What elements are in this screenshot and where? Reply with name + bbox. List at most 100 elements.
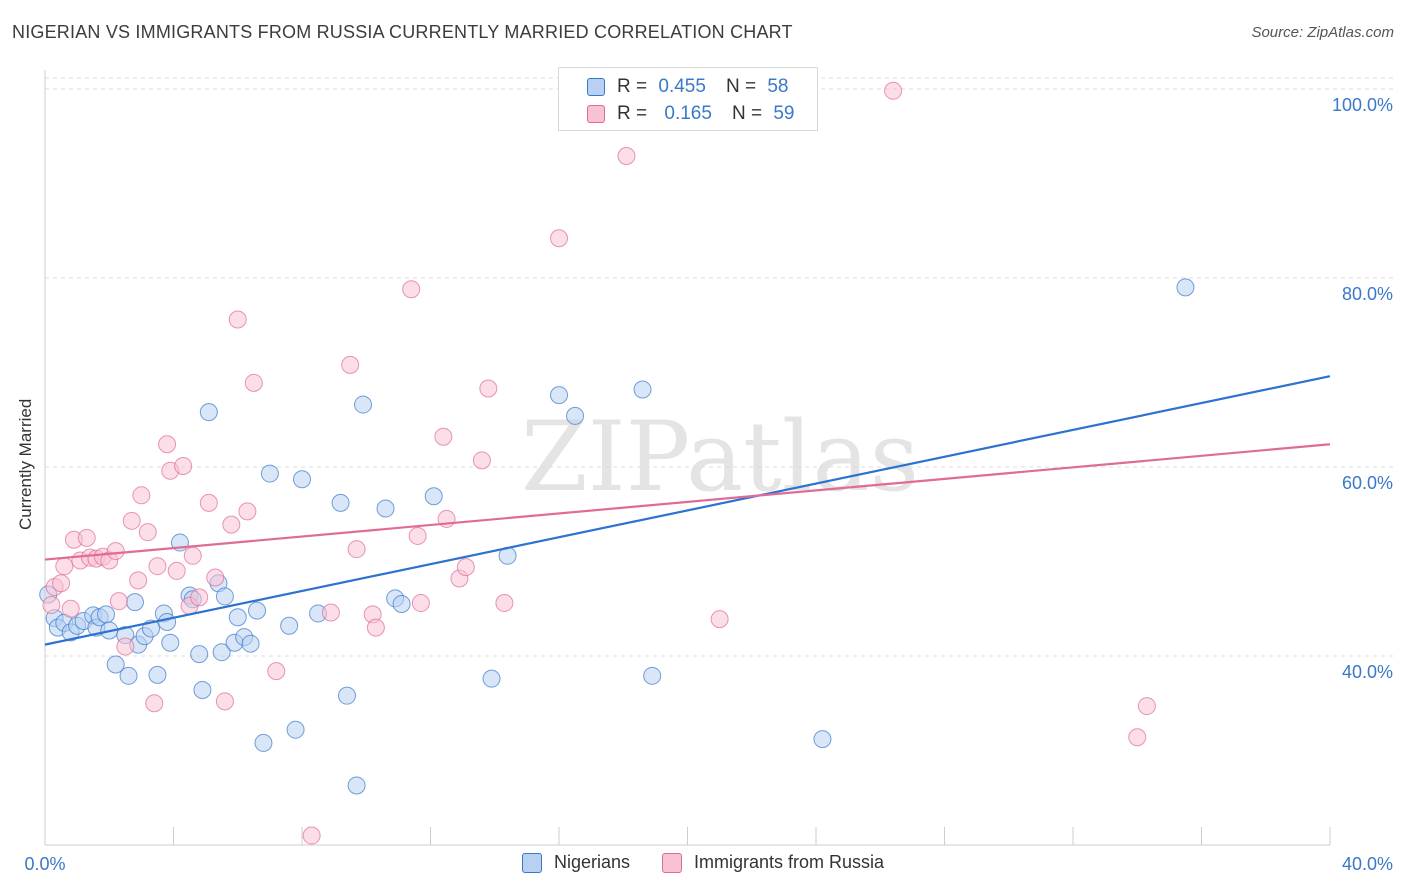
point-russia xyxy=(228,310,247,329)
legend-swatch-blue xyxy=(587,78,605,96)
point-nigerians xyxy=(813,730,832,749)
point-russia xyxy=(1137,697,1156,716)
n-label: N = xyxy=(731,103,763,124)
legend-label: Immigrants from Russia xyxy=(694,852,885,872)
trendline-nigerians xyxy=(44,375,1331,646)
point-nigerians xyxy=(228,608,247,627)
point-russia xyxy=(347,540,366,559)
point-nigerians xyxy=(566,406,585,425)
point-nigerians xyxy=(482,669,501,688)
legend-swatch-blue xyxy=(521,852,542,873)
point-russia xyxy=(472,451,491,470)
point-russia xyxy=(42,595,61,614)
point-russia xyxy=(167,561,186,580)
point-russia xyxy=(321,603,340,622)
point-nigerians xyxy=(280,616,299,635)
point-russia xyxy=(244,373,263,392)
point-nigerians xyxy=(550,386,568,405)
point-russia xyxy=(206,568,225,587)
point-nigerians xyxy=(331,493,350,512)
point-nigerians xyxy=(125,593,144,612)
point-russia xyxy=(884,81,903,100)
point-nigerians xyxy=(161,633,180,652)
point-nigerians xyxy=(193,681,212,699)
point-russia xyxy=(61,599,80,618)
point-russia xyxy=(145,694,164,713)
legend-swatch-pink xyxy=(587,105,605,123)
n-label: N = xyxy=(725,76,757,97)
point-nigerians xyxy=(215,587,234,606)
point-nigerians xyxy=(241,634,260,653)
r-label: R = xyxy=(617,103,648,124)
point-nigerians xyxy=(347,776,366,795)
point-russia xyxy=(267,662,286,681)
y-tick-label: 100.0% xyxy=(1332,95,1393,115)
point-russia xyxy=(411,594,430,613)
point-russia xyxy=(550,229,568,248)
point-russia xyxy=(456,558,475,577)
y-tick-label: 60.0% xyxy=(1342,473,1393,493)
legend-swatch-pink xyxy=(662,852,682,873)
point-russia xyxy=(222,515,241,534)
point-russia xyxy=(183,546,202,565)
point-russia xyxy=(341,355,360,374)
correlation-legend: R = 0.455 N = 58 R = 0.165 N = 59 xyxy=(558,67,818,131)
r-label: R = xyxy=(617,76,648,97)
point-nigerians xyxy=(199,403,218,422)
point-nigerians xyxy=(97,605,116,624)
point-russia xyxy=(434,427,453,446)
point-russia xyxy=(138,523,157,542)
x-tick-label: 0.0% xyxy=(24,854,65,874)
series-legend: Nigerians Immigrants from Russia xyxy=(0,852,1406,873)
point-nigerians xyxy=(633,380,652,399)
point-russia xyxy=(710,610,729,629)
y-axis-label: Currently Married xyxy=(16,398,35,530)
point-nigerians xyxy=(354,395,373,414)
point-russia xyxy=(122,511,141,530)
r-value: 0.165 xyxy=(664,103,712,124)
point-nigerians xyxy=(190,645,209,664)
point-russia xyxy=(52,574,71,593)
point-russia xyxy=(402,280,421,299)
n-value: 59 xyxy=(773,103,795,124)
point-russia xyxy=(366,618,385,637)
point-russia xyxy=(116,637,135,656)
point-nigerians xyxy=(106,655,125,674)
source-label: Source: ZipAtlas.com xyxy=(1251,24,1394,41)
r-value: 0.455 xyxy=(658,76,706,97)
point-russia xyxy=(215,692,234,711)
point-nigerians xyxy=(260,464,279,483)
point-russia xyxy=(479,379,498,398)
point-russia xyxy=(132,486,151,505)
point-russia xyxy=(190,588,209,607)
legend-item-nigerians: Nigerians xyxy=(521,852,630,873)
point-nigerians xyxy=(424,487,443,506)
point-russia xyxy=(129,571,148,590)
point-russia xyxy=(174,457,193,476)
point-russia xyxy=(302,826,321,845)
legend-label: Nigerians xyxy=(553,852,630,872)
point-nigerians xyxy=(376,499,395,518)
chart-title: NIGERIAN VS IMMIGRANTS FROM RUSSIA CURRE… xyxy=(12,22,793,42)
y-tick-label: 80.0% xyxy=(1342,284,1393,304)
point-russia xyxy=(106,542,125,561)
point-russia xyxy=(238,502,257,521)
point-nigerians xyxy=(148,665,167,684)
point-nigerians xyxy=(337,686,356,705)
point-russia xyxy=(109,592,128,611)
point-russia xyxy=(158,435,177,454)
point-nigerians xyxy=(248,601,267,620)
trendline-russia xyxy=(44,443,1331,561)
point-russia xyxy=(199,493,218,512)
point-nigerians xyxy=(286,720,305,739)
legend-item-russia: Immigrants from Russia xyxy=(662,852,884,873)
legend-row-russia: R = 0.165 N = 59 xyxy=(587,102,794,126)
point-russia xyxy=(148,557,167,576)
point-nigerians xyxy=(254,733,273,752)
point-russia xyxy=(408,526,427,545)
x-tick-label: 40.0% xyxy=(1342,854,1393,874)
point-nigerians xyxy=(293,470,311,489)
point-nigerians xyxy=(1176,278,1195,297)
legend-row-nigerians: R = 0.455 N = 58 xyxy=(587,75,788,99)
